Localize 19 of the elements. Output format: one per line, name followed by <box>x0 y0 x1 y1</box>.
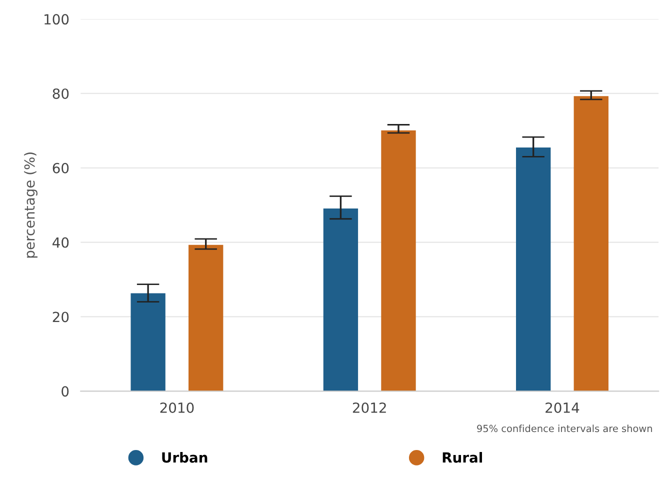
bar <box>188 244 224 392</box>
x-tick-label: 2012 <box>352 402 386 413</box>
x-tick-label: 2010 <box>160 402 194 413</box>
bar <box>381 130 416 392</box>
bar <box>323 208 358 392</box>
legend-label: Urban <box>162 452 208 463</box>
bar <box>130 293 166 392</box>
bar <box>516 147 551 392</box>
y-tick-label: 80 <box>52 88 69 99</box>
x-tick-label: 2014 <box>546 402 580 413</box>
y-tick-label: 40 <box>52 237 69 248</box>
bar <box>574 96 608 392</box>
legend-label: Rural <box>442 452 482 463</box>
y-axis-title: percentage (%) <box>24 152 38 258</box>
y-tick-label: 100 <box>44 14 69 25</box>
text: 95% confidence intervals are shown <box>477 424 652 432</box>
y-tick-label: 0 <box>62 386 69 397</box>
y-tick-label: 20 <box>52 312 69 322</box>
y-tick-label: 60 <box>52 162 69 174</box>
